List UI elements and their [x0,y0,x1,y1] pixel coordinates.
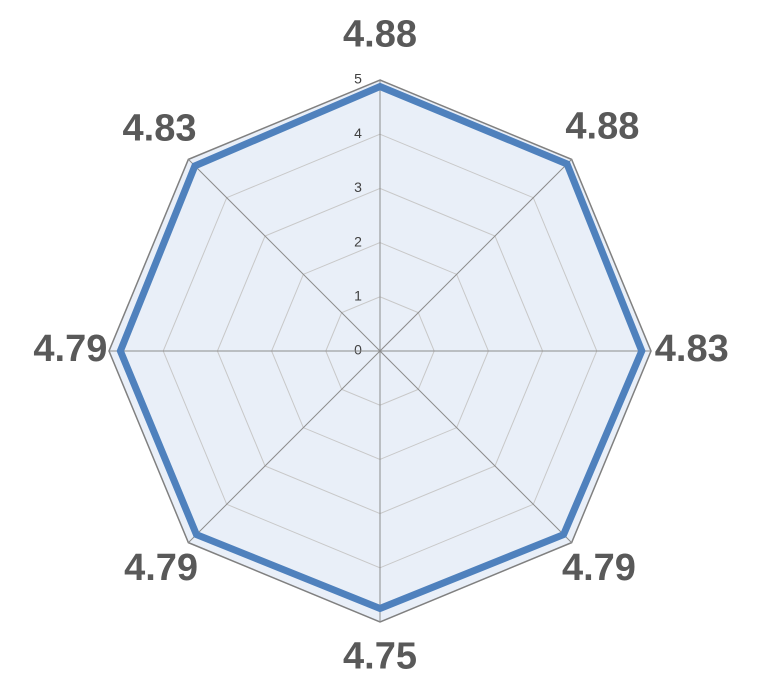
data-label: 4.75 [343,635,417,677]
r-tick-label: 4 [354,125,362,141]
r-tick-label: 2 [354,233,362,249]
r-tick-label: 5 [354,71,362,87]
data-label: 4.83 [655,328,729,370]
data-label: 4.79 [33,328,107,370]
data-label: 4.88 [343,14,417,56]
data-label: 4.79 [562,547,636,589]
r-tick-label: 3 [354,179,362,195]
data-label: 4.79 [124,547,198,589]
series-line [116,82,646,613]
spoke [188,159,381,352]
spoke [188,350,381,543]
r-tick-label: 0 [354,342,362,358]
data-label: 4.88 [565,106,639,148]
spoke [379,159,572,352]
spoke [379,350,572,543]
r-tick-label: 1 [354,288,362,304]
data-label: 4.83 [123,108,197,150]
